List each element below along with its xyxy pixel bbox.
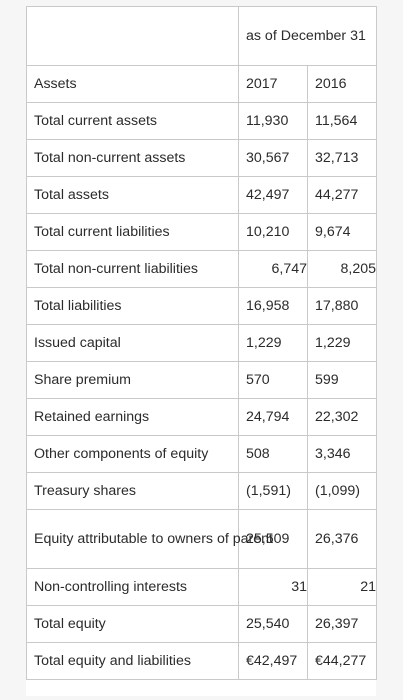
table-row: Total liabilities 16,958 17,880: [26, 287, 377, 325]
balance-sheet-table: as of December 31 Assets 2017 2016 Total…: [26, 6, 377, 680]
value-2016: 9,674: [307, 213, 377, 251]
value-2016: 26,376: [307, 509, 377, 569]
value-2016: 21: [307, 568, 377, 606]
value-2017: 31: [238, 568, 308, 606]
table-row: Non-controlling interests 31 21: [26, 568, 377, 606]
row-label: Retained earnings: [26, 398, 239, 436]
row-label: Total liabilities: [26, 287, 239, 325]
table-row: Total equity and liabilities €42,497 €44…: [26, 642, 377, 680]
value-2017: 42,497: [238, 176, 308, 214]
year-2016-header: 2016: [307, 65, 377, 103]
table-row: Total non-current liabilities 6,747 8,20…: [26, 250, 377, 288]
table-row: Equity attributable to owners of parent …: [26, 509, 377, 569]
year-2017-header: 2017: [238, 65, 308, 103]
value-2016: 32,713: [307, 139, 377, 177]
value-2017: 1,229: [238, 324, 308, 362]
header-empty-cell: [26, 6, 239, 66]
row-label: Total current liabilities: [26, 213, 239, 251]
row-label: Issued capital: [26, 324, 239, 362]
table-row: Total assets 42,497 44,277: [26, 176, 377, 214]
balance-sheet-table-container: as of December 31 Assets 2017 2016 Total…: [26, 6, 377, 696]
value-2017: 6,747: [238, 250, 308, 288]
value-2016: 3,346: [307, 435, 377, 473]
value-2017: 30,567: [238, 139, 308, 177]
table-row: Total current liabilities 10,210 9,674: [26, 213, 377, 251]
value-2016: 17,880: [307, 287, 377, 325]
value-2017: €42,497: [238, 642, 308, 680]
row-label: Total non-current assets: [26, 139, 239, 177]
table-row: Total equity 25,540 26,397: [26, 605, 377, 643]
table-row: Treasury shares (1,591) (1,099): [26, 472, 377, 510]
value-2016: €44,277: [307, 642, 377, 680]
table-row: Total current assets 11,930 11,564: [26, 102, 377, 140]
value-2016: 599: [307, 361, 377, 399]
row-label: Equity attributable to owners of parent: [26, 509, 273, 569]
row-label: Total equity and liabilities: [26, 642, 239, 680]
table-row: Total non-current assets 30,567 32,713: [26, 139, 377, 177]
table-row: Other components of equity 508 3,346: [26, 435, 377, 473]
value-2016: (1,099): [307, 472, 377, 510]
table-row: Retained earnings 24,794 22,302: [26, 398, 377, 436]
value-2016: 22,302: [307, 398, 377, 436]
value-2017: 25,509: [238, 509, 308, 569]
value-2017: 25,540: [238, 605, 308, 643]
value-2017: 11,930: [238, 102, 308, 140]
value-2016: 44,277: [307, 176, 377, 214]
value-2016: 26,397: [307, 605, 377, 643]
value-2017: 24,794: [238, 398, 308, 436]
section-label-assets: Assets: [26, 65, 239, 103]
row-label: Total current assets: [26, 102, 239, 140]
value-2016: 1,229: [307, 324, 377, 362]
row-label: Other components of equity: [26, 435, 239, 473]
table-row: Share premium 570 599: [26, 361, 377, 399]
value-2017: (1,591): [238, 472, 308, 510]
row-label: Total assets: [26, 176, 239, 214]
row-label: Share premium: [26, 361, 239, 399]
table-row: Issued capital 1,229 1,229: [26, 324, 377, 362]
row-label: Treasury shares: [26, 472, 239, 510]
value-2017: 570: [238, 361, 308, 399]
value-2017: 508: [238, 435, 308, 473]
row-label: Total non-current liabilities: [26, 250, 239, 288]
period-header: as of December 31: [238, 6, 377, 66]
value-2016: 8,205: [307, 250, 377, 288]
value-2017: 16,958: [238, 287, 308, 325]
header-row: as of December 31: [26, 6, 377, 66]
years-row: Assets 2017 2016: [26, 65, 377, 103]
value-2016: 11,564: [307, 102, 377, 140]
row-label: Total equity: [26, 605, 239, 643]
value-2017: 10,210: [238, 213, 308, 251]
row-label: Non-controlling interests: [26, 568, 239, 606]
